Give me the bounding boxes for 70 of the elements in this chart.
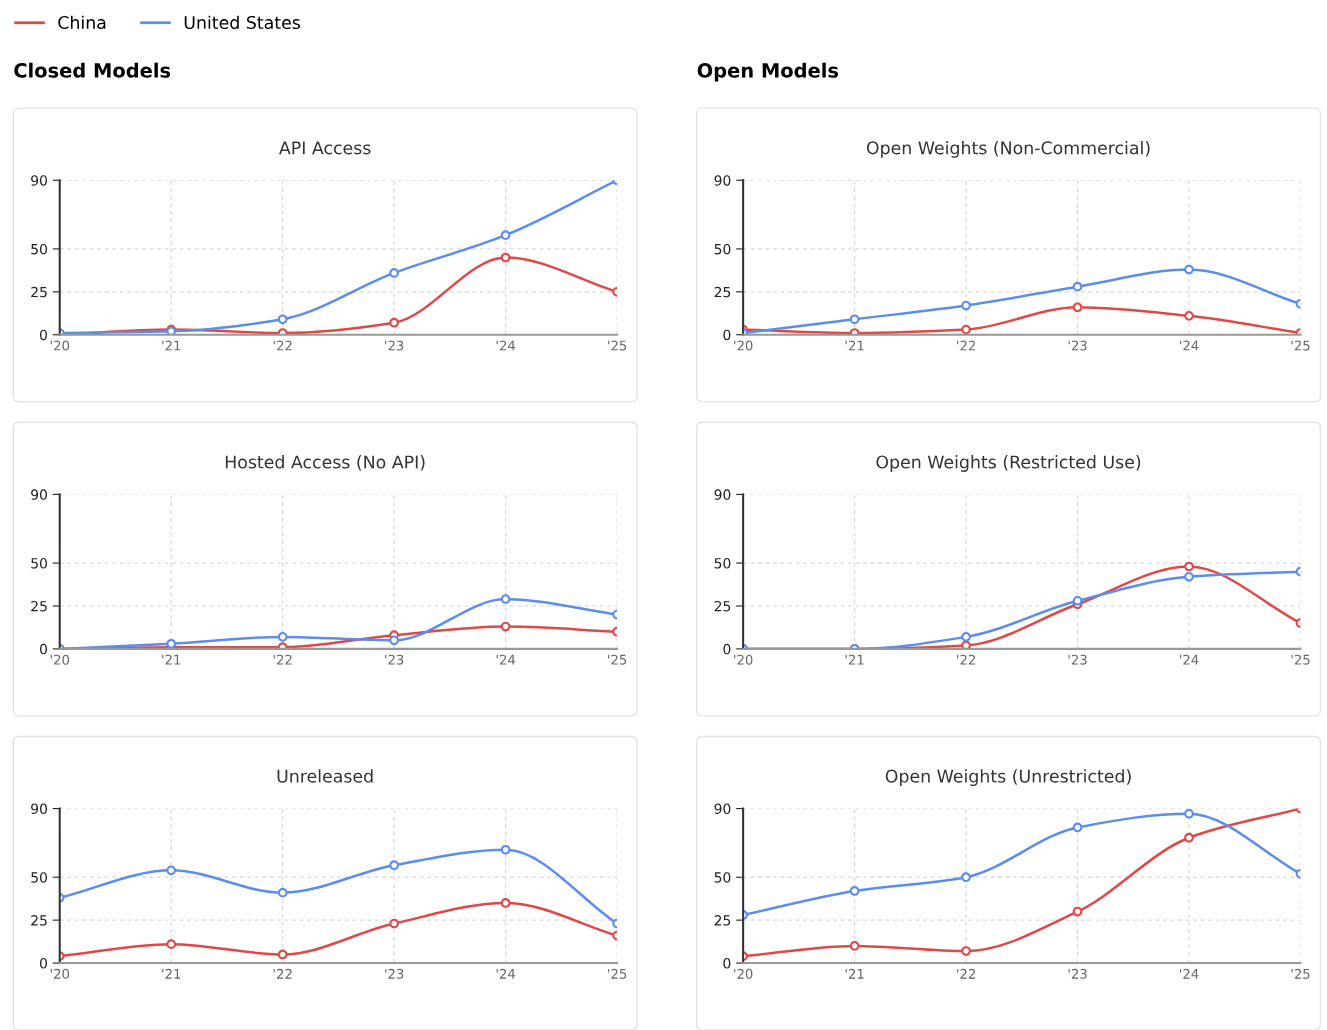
x-tick-label: '25: [608, 340, 627, 351]
x-tick-label: '22: [273, 654, 292, 665]
y-tick-label: 90: [714, 489, 731, 500]
y-tick-label: 25: [31, 286, 47, 298]
x-tick-label: '20: [50, 968, 70, 979]
x-tick-label: '23: [385, 654, 404, 665]
x-tick-label: '25: [1291, 968, 1310, 979]
y-tick-label: 0: [39, 958, 47, 969]
x-tick-label: '21: [845, 968, 864, 979]
x-tick-label: '25: [1291, 654, 1310, 665]
y-tick-label: 50: [31, 243, 47, 255]
x-tick-label: '24: [496, 654, 516, 665]
x-tick-label: '24: [1180, 968, 1199, 979]
chart-title: API Access: [279, 141, 371, 155]
x-tick-label: '21: [162, 968, 181, 979]
y-tick-label: 90: [714, 803, 731, 815]
x-tick-label: '21: [162, 340, 181, 351]
x-tick-label: '20: [50, 340, 70, 351]
y-tick-label: 0: [39, 643, 47, 655]
x-tick-label: '22: [957, 340, 975, 351]
y-tick-label: 90: [31, 803, 47, 815]
x-tick-label: '25: [608, 968, 627, 979]
legend-label: United States: [184, 15, 300, 30]
y-tick-label: 0: [723, 329, 731, 341]
y-tick-label: 25: [714, 915, 731, 926]
y-tick-label: 0: [723, 958, 731, 969]
chart-title: Unreleased: [277, 769, 373, 783]
x-tick-label: '20: [734, 654, 753, 665]
x-tick-label: '20: [734, 340, 753, 351]
x-tick-label: '21: [845, 340, 864, 351]
y-tick-label: 25: [31, 915, 47, 926]
legend-label: China: [58, 15, 106, 30]
x-tick-label: '24: [1180, 654, 1199, 665]
chart-title: Open Weights (Non-Commercial): [866, 140, 1150, 158]
x-tick-label: '22: [273, 968, 292, 979]
y-tick-label: 0: [723, 643, 731, 655]
y-tick-label: 50: [31, 558, 47, 569]
x-tick-label: '22: [273, 340, 292, 351]
y-tick-label: 50: [714, 243, 731, 255]
x-tick-label: '24: [496, 340, 516, 351]
text: Open Models: [697, 62, 839, 82]
y-tick-label: 90: [714, 175, 731, 186]
y-tick-label: 90: [31, 489, 47, 500]
y-tick-label: 25: [714, 286, 731, 298]
x-tick-label: '20: [734, 968, 753, 979]
chart-title: Open Weights (Unrestricted): [885, 769, 1131, 787]
x-tick-label: '23: [385, 968, 404, 979]
y-tick-label: 25: [714, 600, 731, 612]
y-tick-label: 25: [31, 600, 47, 612]
x-tick-label: '20: [50, 654, 70, 665]
x-tick-label: '22: [957, 654, 975, 665]
chart-title: Hosted Access (No API): [225, 455, 425, 471]
chart-title: Open Weights (Restricted Use): [876, 455, 1141, 472]
x-tick-label: '22: [957, 968, 975, 979]
x-tick-label: '23: [385, 340, 404, 351]
y-tick-label: 50: [714, 872, 731, 883]
x-tick-label: '25: [1291, 340, 1310, 351]
x-tick-label: '21: [845, 654, 864, 665]
x-tick-label: '23: [1068, 340, 1087, 351]
x-tick-label: '24: [496, 968, 516, 979]
x-tick-label: '24: [1180, 340, 1199, 351]
text: Closed Models: [14, 62, 171, 78]
y-tick-label: 0: [39, 329, 47, 341]
y-tick-label: 50: [31, 872, 47, 883]
y-tick-label: 90: [31, 175, 47, 186]
y-tick-label: 50: [714, 558, 731, 569]
x-tick-label: '23: [1068, 654, 1087, 665]
x-tick-label: '25: [608, 654, 627, 665]
x-tick-label: '21: [162, 654, 181, 665]
x-tick-label: '23: [1068, 968, 1087, 979]
